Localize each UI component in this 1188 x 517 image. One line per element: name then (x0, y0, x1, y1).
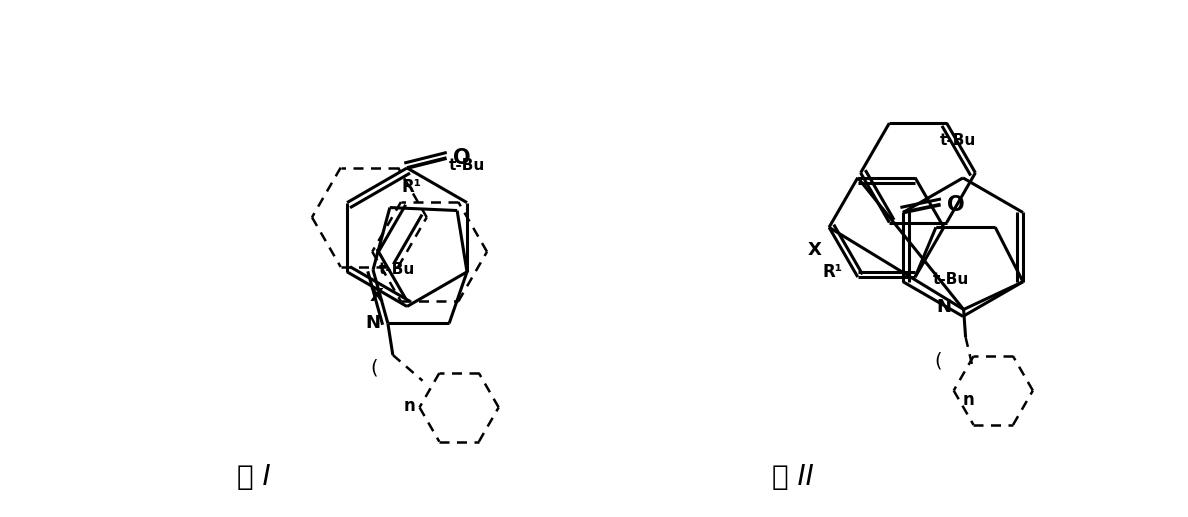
Text: N: N (365, 314, 380, 332)
Text: 式 I: 式 I (236, 463, 271, 491)
Text: R¹: R¹ (402, 178, 422, 195)
Text: X: X (369, 287, 383, 306)
Text: t-Bu: t-Bu (940, 133, 977, 148)
Text: O: O (947, 194, 965, 215)
Text: N: N (936, 298, 952, 316)
Text: (: ( (371, 358, 378, 377)
Text: t-Bu: t-Bu (379, 262, 415, 278)
Text: X: X (808, 241, 822, 259)
Text: (: ( (934, 352, 942, 370)
Text: O: O (453, 148, 470, 168)
Text: t-Bu: t-Bu (933, 272, 969, 287)
Text: n: n (962, 390, 974, 408)
Text: t-Bu: t-Bu (449, 158, 485, 173)
Text: n: n (404, 398, 416, 416)
Text: R¹: R¹ (823, 263, 843, 281)
Text: 式 II: 式 II (772, 463, 814, 491)
